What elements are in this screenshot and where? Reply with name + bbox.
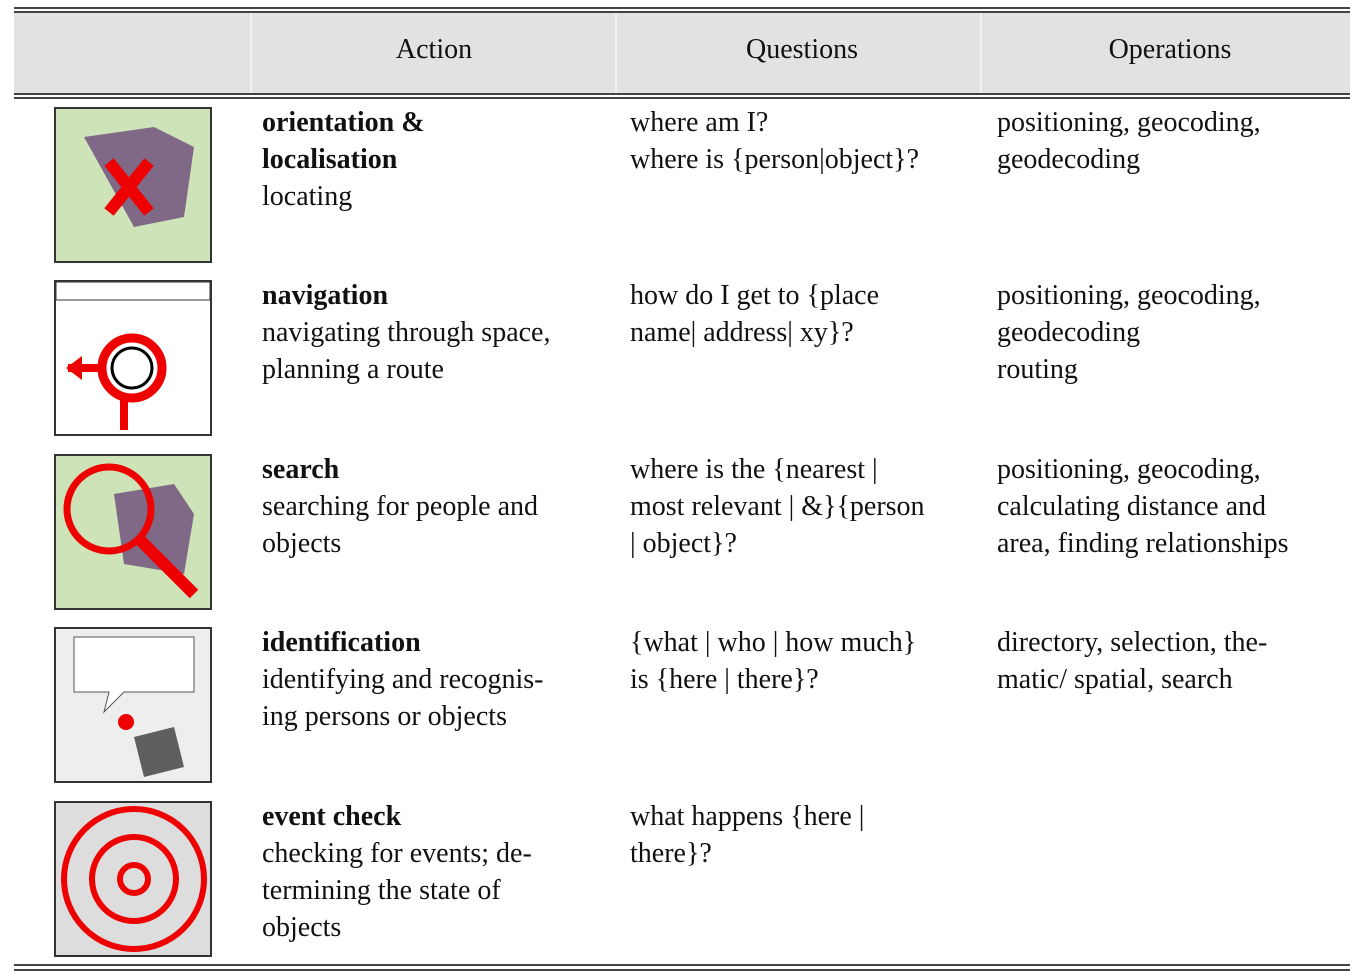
header-rule [14,97,1350,99]
bottom-rule [14,964,1350,966]
question-text: what happens {here | [630,800,865,832]
operation-text: routing [997,354,1078,386]
action-description: objects [262,527,342,559]
operation-text: geodecoding [997,144,1141,175]
row-icon [54,453,212,610]
question-text: most relevant | &}{person [630,490,925,522]
action-title: search [262,453,340,485]
question-text: where is {person|object}? [630,144,920,175]
question-text: name| address| xy}? [630,317,854,349]
action-title: identification [262,627,421,659]
action-description: identifying and recognis- [262,664,544,696]
header-sep [980,13,982,93]
question-text: where am I? [630,107,769,138]
row-icon [54,280,212,437]
row-icon [54,627,212,784]
operation-text: positioning, geocoding, [997,280,1261,312]
top-rule [14,11,1350,13]
question-text: {what | who | how much} [630,627,917,659]
operation-text: geodecoding [997,317,1141,349]
operation-text: area, finding relationships [997,527,1289,559]
header-cell: Action [395,34,473,65]
question-text: | object}? [630,527,737,559]
action-description: termining the state of [262,874,501,906]
header-sep [250,13,252,93]
header-band [14,13,1350,93]
action-title: localisation [262,144,398,175]
operation-text: matic/ spatial, search [997,664,1233,696]
header-rule [14,93,1350,95]
question-text: is {here | there}? [630,664,819,696]
action-description: objects [262,911,342,943]
question-text: where is the {nearest | [630,453,878,485]
operation-text: calculating distance and [997,490,1266,522]
row-icon [54,107,212,263]
header-cell: Operations [1108,34,1232,65]
action-title: navigation [262,280,389,312]
operation-text: positioning, geocoding, [997,107,1261,138]
action-description: planning a route [262,354,444,386]
action-description: checking for events; de- [262,837,532,869]
row-icon [54,800,212,957]
action-title: orientation & [262,107,425,138]
operation-text: positioning, geocoding, [997,453,1261,485]
action-description: ing persons or objects [262,701,507,733]
question-text: how do I get to {place [630,280,880,312]
action-description: searching for people and [262,490,538,522]
action-description: navigating through space, [262,317,551,349]
question-text: there}? [630,837,712,869]
action-title: event check [262,800,402,832]
action-description: locating [262,181,353,212]
header-sep [615,13,617,93]
operation-text: directory, selection, the- [997,627,1268,659]
header-cell: Questions [746,34,858,65]
top-rule [14,7,1350,9]
bottom-rule [14,969,1350,971]
